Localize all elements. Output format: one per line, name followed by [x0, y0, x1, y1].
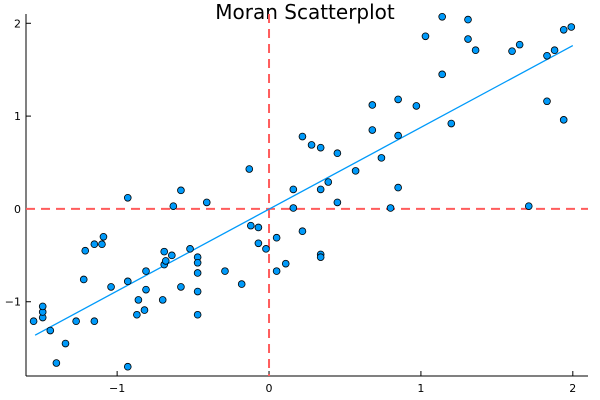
data-point — [567, 23, 576, 31]
data-point — [221, 267, 229, 275]
data-point — [237, 280, 246, 288]
data-point — [61, 339, 70, 348]
data-point — [193, 269, 202, 277]
data-point — [133, 310, 141, 319]
data-points — [29, 12, 576, 371]
x-tick-label: 2 — [569, 382, 576, 395]
data-point — [193, 287, 202, 296]
data-point — [254, 223, 263, 232]
data-point — [394, 183, 402, 192]
ticks: −1 0 1 2 −1 0 1 2 — [5, 17, 577, 395]
x-tick-label: 1 — [417, 382, 424, 395]
data-point — [559, 116, 568, 124]
data-point — [559, 25, 568, 34]
data-point — [140, 306, 149, 314]
data-point — [193, 310, 202, 319]
data-point — [324, 178, 333, 186]
data-point — [90, 317, 99, 326]
data-point — [351, 167, 360, 175]
data-point — [298, 132, 307, 141]
data-point — [316, 143, 325, 152]
data-point — [421, 32, 430, 41]
data-point — [333, 198, 342, 207]
reference-lines — [26, 14, 588, 376]
data-point — [438, 70, 446, 79]
y-tick-label: 1 — [14, 110, 21, 123]
data-point — [134, 296, 143, 304]
data-point — [316, 185, 325, 194]
data-point — [81, 246, 90, 255]
data-point — [123, 277, 132, 286]
data-point — [412, 102, 421, 110]
y-tick-label: −1 — [5, 296, 21, 309]
data-point — [123, 362, 132, 371]
data-point — [202, 198, 211, 207]
data-point — [46, 326, 55, 335]
data-point — [298, 227, 307, 236]
data-point — [272, 233, 281, 242]
data-point — [524, 202, 533, 210]
data-point — [262, 245, 270, 253]
data-point — [377, 154, 386, 162]
data-point — [245, 165, 254, 173]
data-point — [38, 302, 47, 311]
data-point — [394, 131, 402, 140]
data-point — [169, 202, 178, 210]
data-point — [123, 193, 132, 202]
data-point — [281, 259, 290, 268]
data-point — [289, 185, 298, 194]
data-point — [160, 247, 169, 256]
data-point — [543, 97, 551, 106]
data-point — [550, 46, 559, 54]
data-point — [333, 149, 342, 158]
data-point — [142, 267, 150, 275]
data-point — [72, 317, 80, 326]
data-point — [464, 15, 472, 24]
data-point — [508, 47, 516, 55]
data-point — [29, 317, 38, 326]
data-point — [52, 359, 61, 367]
fit-line-group — [34, 44, 574, 336]
data-point — [471, 46, 480, 54]
chart-title: Moran Scatterplot — [215, 0, 395, 24]
data-point — [438, 12, 446, 21]
data-point — [289, 204, 298, 212]
data-point — [272, 267, 281, 275]
y-tick-label: 0 — [14, 203, 21, 216]
data-point — [107, 283, 115, 291]
data-point — [142, 285, 150, 294]
data-point — [98, 240, 106, 248]
axes — [25, 14, 588, 377]
data-point — [79, 275, 88, 284]
data-point — [177, 186, 185, 195]
data-point — [515, 40, 524, 49]
x-tick-label: 0 — [266, 382, 273, 395]
data-point — [464, 35, 472, 43]
data-point — [186, 245, 194, 253]
data-point — [158, 296, 167, 304]
y-tick-label: 2 — [14, 17, 21, 30]
data-point — [307, 141, 316, 149]
data-point — [368, 101, 377, 109]
data-point — [386, 204, 395, 212]
data-point — [394, 95, 402, 104]
data-point — [247, 221, 255, 230]
x-tick-label: −1 — [109, 382, 125, 395]
data-point — [368, 126, 377, 134]
data-point — [177, 283, 185, 291]
data-point — [168, 251, 176, 260]
data-point — [543, 51, 551, 60]
data-point — [90, 240, 99, 248]
data-point — [447, 119, 456, 128]
data-point — [316, 253, 325, 261]
data-point — [254, 239, 263, 248]
regression-line — [34, 44, 574, 336]
data-point — [99, 232, 108, 241]
data-point — [193, 258, 202, 267]
data-point — [161, 257, 170, 265]
